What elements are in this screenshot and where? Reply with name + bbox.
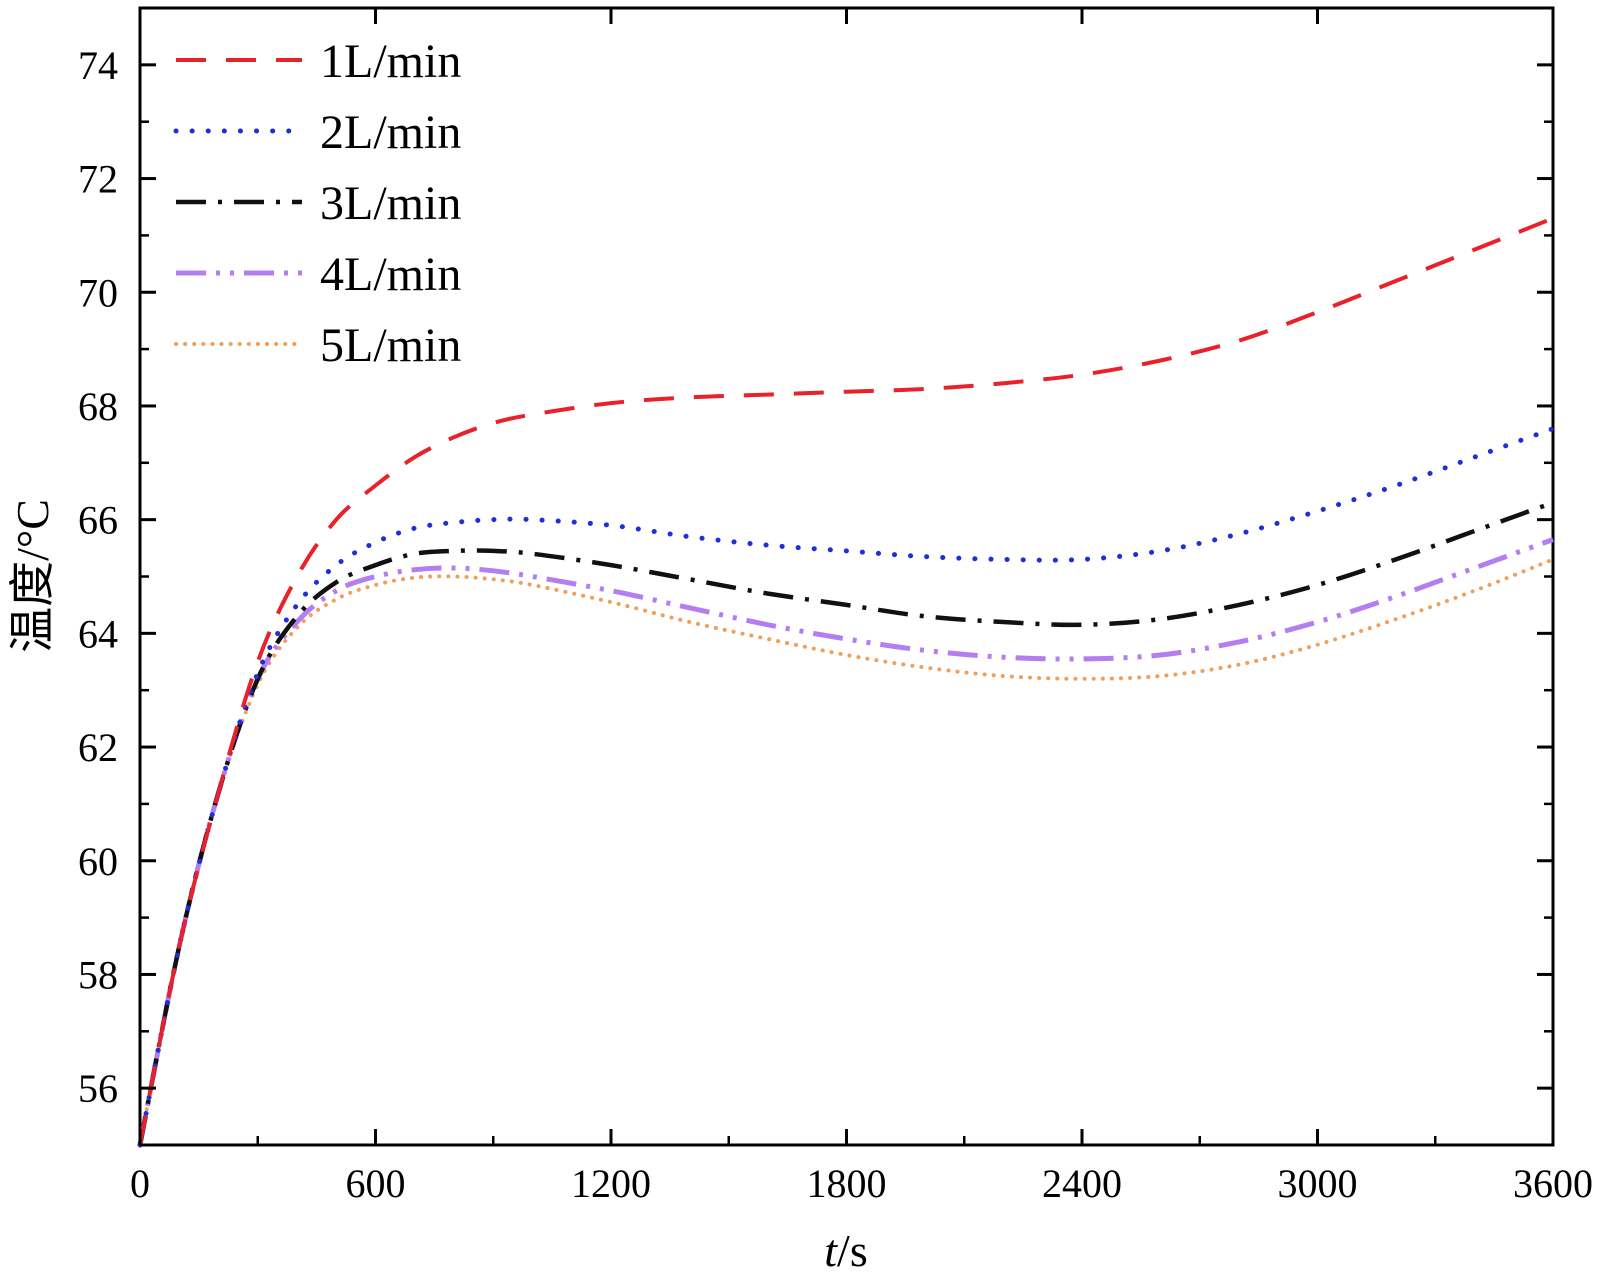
y-tick-label: 60 <box>78 839 118 884</box>
y-tick-label: 62 <box>78 725 118 770</box>
legend: 1L/min 2L/min 3L/min 4L/min 5L/min <box>173 35 461 372</box>
y-tick-label: 68 <box>78 384 118 429</box>
series-layer <box>137 216 1556 1148</box>
x-axis-label-unit: /s <box>837 1225 868 1276</box>
x-tick-label: 1200 <box>571 1161 651 1206</box>
y-tick-label: 56 <box>78 1066 118 1111</box>
y-tick-label: 64 <box>78 611 118 656</box>
y-tick-label: 58 <box>78 952 118 997</box>
y-axis-label: 温度/°C <box>7 499 58 653</box>
series-line-4l-min <box>137 537 1554 1146</box>
x-tick-label: 3600 <box>1513 1161 1593 1206</box>
ticks-layer: 0 600 1200 1800 2400 3000 3600 56 58 60 62 64 66 68 70… <box>78 6 1593 1206</box>
legend-label: 4L/min <box>320 248 461 301</box>
y-tick-label: 70 <box>78 270 118 315</box>
legend-label: 3L/min <box>320 177 461 230</box>
series-line-5l-min <box>138 557 1555 1147</box>
series-line-3l-min <box>137 500 1554 1146</box>
y-tick-label: 74 <box>78 43 118 88</box>
x-tick-label: 3000 <box>1278 1161 1358 1206</box>
series-line-1l-min <box>138 216 1554 1146</box>
x-tick-label: 600 <box>346 1161 406 1206</box>
y-tick-label: 66 <box>78 498 118 543</box>
x-tick-label: 0 <box>130 1161 150 1206</box>
x-axis-label-variable: t <box>824 1225 838 1276</box>
y-tick-label: 72 <box>78 157 118 202</box>
x-tick-label: 2400 <box>1042 1161 1122 1206</box>
x-tick-label: 1800 <box>807 1161 887 1206</box>
series-line-2l-min <box>137 426 1556 1148</box>
x-axis-label: t/s <box>824 1225 867 1276</box>
legend-label: 1L/min <box>320 35 461 88</box>
legend-label: 2L/min <box>320 106 461 159</box>
legend-label: 5L/min <box>320 319 461 372</box>
